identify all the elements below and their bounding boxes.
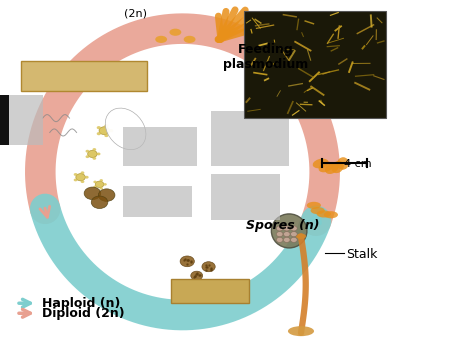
Ellipse shape — [81, 171, 84, 174]
Bar — [171, 279, 249, 303]
Ellipse shape — [73, 173, 77, 176]
Ellipse shape — [100, 179, 103, 182]
Ellipse shape — [276, 232, 283, 237]
Bar — [123, 127, 197, 166]
Ellipse shape — [288, 326, 314, 336]
Ellipse shape — [92, 157, 96, 160]
Text: Spores (n): Spores (n) — [246, 219, 320, 232]
Ellipse shape — [88, 150, 97, 158]
Ellipse shape — [271, 214, 307, 248]
Ellipse shape — [183, 36, 196, 43]
Ellipse shape — [291, 237, 297, 242]
Ellipse shape — [99, 189, 115, 201]
Ellipse shape — [85, 150, 89, 153]
Ellipse shape — [95, 181, 104, 188]
Text: Stalk: Stalk — [346, 248, 377, 261]
Bar — [211, 174, 280, 220]
Ellipse shape — [296, 234, 306, 239]
Ellipse shape — [97, 153, 100, 155]
Ellipse shape — [202, 262, 215, 272]
Ellipse shape — [155, 36, 167, 43]
Bar — [0, 95, 43, 145]
Ellipse shape — [103, 183, 107, 186]
Ellipse shape — [291, 232, 297, 237]
Ellipse shape — [337, 157, 349, 170]
Ellipse shape — [81, 180, 84, 183]
Text: Diploid (2n): Diploid (2n) — [42, 307, 124, 320]
Ellipse shape — [169, 29, 181, 36]
Ellipse shape — [331, 161, 344, 173]
Ellipse shape — [104, 134, 109, 137]
Ellipse shape — [313, 159, 328, 168]
Text: Feeding
plasmodium: Feeding plasmodium — [223, 43, 308, 71]
Ellipse shape — [97, 126, 101, 129]
Text: 4 cm: 4 cm — [344, 159, 372, 169]
Ellipse shape — [93, 185, 97, 188]
Ellipse shape — [76, 174, 85, 181]
Ellipse shape — [325, 163, 338, 174]
Ellipse shape — [324, 211, 338, 218]
Ellipse shape — [191, 271, 202, 280]
Ellipse shape — [99, 127, 109, 135]
Text: (2n): (2n) — [124, 9, 146, 19]
Bar — [21, 61, 147, 91]
Bar — [123, 186, 192, 217]
Ellipse shape — [283, 237, 290, 242]
Ellipse shape — [73, 179, 77, 182]
Ellipse shape — [104, 124, 109, 127]
Ellipse shape — [100, 187, 103, 190]
Ellipse shape — [92, 148, 96, 151]
Ellipse shape — [109, 129, 113, 132]
Ellipse shape — [97, 132, 101, 135]
Ellipse shape — [85, 155, 89, 158]
Ellipse shape — [276, 237, 283, 242]
Ellipse shape — [307, 202, 321, 209]
Ellipse shape — [310, 207, 325, 214]
Ellipse shape — [180, 256, 194, 267]
Ellipse shape — [105, 108, 146, 150]
Ellipse shape — [85, 176, 89, 179]
Ellipse shape — [291, 226, 297, 231]
Ellipse shape — [317, 211, 331, 218]
Ellipse shape — [283, 232, 290, 237]
Text: Haploid (n): Haploid (n) — [42, 297, 120, 310]
Bar — [244, 11, 386, 118]
Ellipse shape — [283, 226, 290, 231]
Ellipse shape — [276, 226, 283, 231]
Ellipse shape — [91, 196, 108, 208]
Ellipse shape — [93, 181, 97, 183]
Ellipse shape — [319, 162, 333, 172]
Ellipse shape — [84, 187, 101, 200]
Bar — [0, 95, 9, 145]
Bar — [211, 111, 289, 166]
